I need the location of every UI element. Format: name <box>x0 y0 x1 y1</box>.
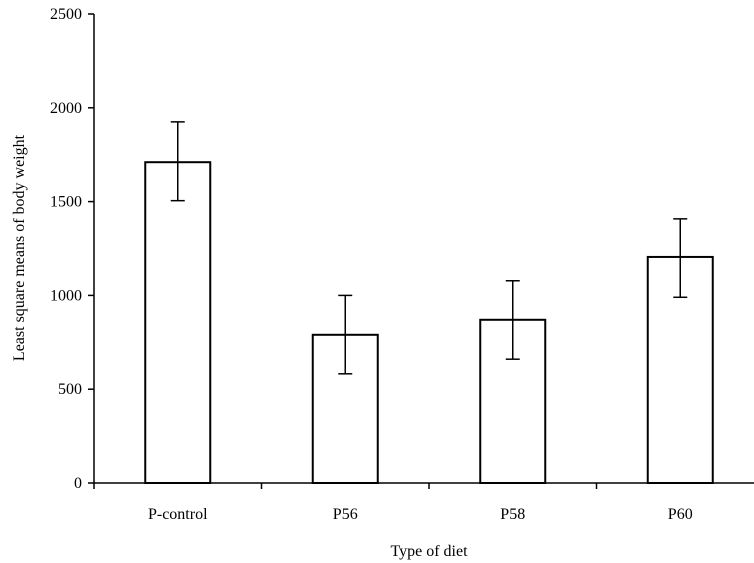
bar-p-control <box>144 161 212 484</box>
bars-layer <box>144 161 714 484</box>
error-bar-p56 <box>338 294 353 375</box>
x-tick-label: P60 <box>668 506 693 523</box>
labels-layer: 0 500 1000 1500 2000 2500 P-control P56 P58 P60 <box>50 6 693 523</box>
x-axis-title: Type of diet <box>390 543 468 560</box>
y-tick-label: 0 <box>74 475 82 492</box>
y-tick-label: 1000 <box>50 287 82 304</box>
y-tick-label: 2000 <box>50 100 82 117</box>
error-bar-p60 <box>673 218 688 299</box>
error-bars-layer <box>170 121 688 375</box>
y-tick-label: 1500 <box>50 194 82 211</box>
axes-layer <box>88 13 754 489</box>
error-bar-p58 <box>505 280 520 360</box>
y-tick-label: 2500 <box>50 6 82 23</box>
error-bar-p-control <box>170 121 185 202</box>
y-axis-title: Least square means of body weight <box>11 134 28 361</box>
x-tick-label: P58 <box>500 506 525 523</box>
y-tick-label: 500 <box>58 381 82 398</box>
x-tick-label: P-control <box>148 506 208 523</box>
x-tick-label: P56 <box>333 506 358 523</box>
